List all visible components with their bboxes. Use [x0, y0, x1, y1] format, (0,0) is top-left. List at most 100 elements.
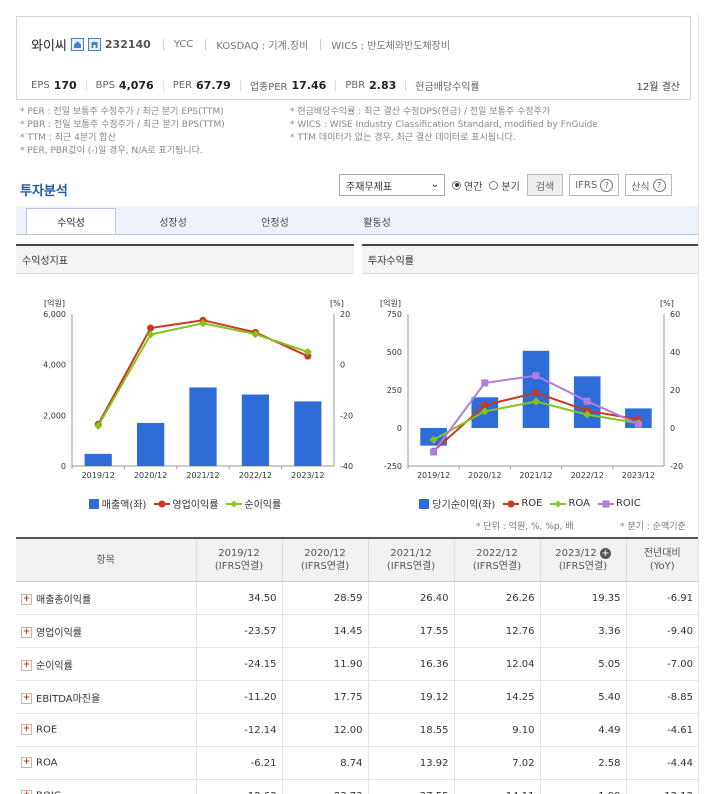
- expand-plus-icon[interactable]: +: [21, 757, 32, 769]
- expand-plus-icon[interactable]: +: [21, 693, 32, 704]
- search-button[interactable]: 검색: [526, 174, 564, 196]
- radio-annual[interactable]: 연간: [452, 178, 482, 193]
- row-header[interactable]: + 매출총이익률: [16, 581, 196, 615]
- chart-legend: 당기순이익(좌) ROE ROA ROIC: [362, 496, 698, 511]
- expand-plus-icon[interactable]: +: [21, 790, 32, 794]
- axis-unit-left: [억원]: [380, 298, 401, 308]
- table-cell: 12.00: [281, 713, 368, 747]
- table-row: + 영업이익률 -23.57 14.45 17.55 12.76 3.36 -9.40: [16, 614, 698, 648]
- home-icon[interactable]: [70, 38, 84, 51]
- data-point: [634, 420, 642, 428]
- radio-quarter[interactable]: 분기: [489, 178, 520, 193]
- tab-stability[interactable]: 안정성: [261, 217, 289, 229]
- question-icon: ?: [600, 178, 614, 192]
- header-year-label: 2019/12: [218, 548, 260, 559]
- table-cell: 2.58: [539, 746, 626, 780]
- data-point: [481, 379, 489, 387]
- legend-label: ROE: [521, 498, 543, 509]
- quarter-note: * 분기 : 순액기준: [620, 522, 686, 532]
- x-tick-label: 2023/12: [291, 471, 324, 480]
- row-header[interactable]: + 영업이익률: [16, 614, 196, 648]
- legend-label: ROIC: [615, 498, 641, 509]
- data-point: [481, 401, 489, 409]
- metric-label: BPS: [95, 80, 115, 91]
- table-cell: -4.44: [625, 746, 698, 780]
- expand-plus-icon[interactable]: +: [21, 724, 32, 736]
- table-row: + 순이익률 -24.15 11.90 16.36 12.04 5.05 -7.00: [16, 647, 698, 681]
- header-year-label: 2020/12: [304, 548, 346, 559]
- y-tick-label-right: -20: [670, 462, 683, 471]
- table-cell: 8.74: [281, 746, 368, 780]
- panel-title: 수익성지표: [16, 244, 354, 274]
- divider: [205, 39, 207, 50]
- y-tick-label-left: 750: [387, 310, 402, 319]
- table-cell: 18.55: [367, 713, 454, 747]
- data-point: [94, 421, 103, 430]
- header-year: 2020/12 (IFRS연결): [281, 537, 368, 582]
- metric-value: 67.79: [196, 79, 231, 92]
- tab-growth[interactable]: 성장성: [159, 217, 187, 229]
- axis-unit-left: [억원]: [44, 298, 65, 308]
- legend-label: 당기순이익(좌): [432, 500, 496, 511]
- legend-item: 매출액(좌): [88, 496, 147, 511]
- legend-item: 영업이익률: [154, 496, 218, 511]
- data-point: [583, 397, 591, 405]
- table-cell: -11.20: [195, 680, 282, 714]
- header-year-label: 2022/12: [476, 548, 518, 559]
- tab-profitability[interactable]: 수익성: [26, 208, 116, 234]
- table-cell: 17.55: [367, 614, 454, 648]
- chart-legend: 매출액(좌) 영업이익률 순이익률: [16, 496, 354, 511]
- legend-item: ROIC: [597, 498, 641, 509]
- profitability-table: 항목 2019/12 (IFRS연결) 2020/12 (IFRS연결) 2021/…: [16, 537, 698, 794]
- y-tick-label-left: 4,000: [43, 361, 66, 370]
- header-year-label: 2021/12: [390, 548, 432, 559]
- legend-swatch: [226, 500, 243, 507]
- row-header[interactable]: + 순이익률: [16, 647, 196, 681]
- legend-label: 매출액(좌): [101, 500, 147, 511]
- radio-label: 연간: [464, 181, 483, 193]
- header-year-sub: (IFRS연결): [558, 561, 608, 572]
- axis-unit-right: [%]: [330, 299, 344, 308]
- x-tick-label: 2022/12: [239, 471, 272, 480]
- metric-label: PBR: [345, 80, 366, 91]
- expand-plus-icon[interactable]: +: [21, 660, 32, 671]
- table-row: + ROA -6.21 8.74 13.92 7.02 2.58 -4.44: [16, 746, 698, 780]
- tab-activity[interactable]: 활동성: [363, 217, 391, 229]
- formula-help-button[interactable]: 산식?: [625, 174, 672, 196]
- table-cell: 16.36: [367, 647, 454, 681]
- ifrs-help-button[interactable]: IFRS?: [569, 174, 620, 196]
- divider: [162, 39, 164, 50]
- metric-label: 현금배당수익률: [415, 82, 480, 93]
- statement-select[interactable]: 주재무제표 ⌄: [339, 174, 445, 196]
- y-tick-label-left: 2,000: [43, 411, 66, 420]
- settlement-month: 12월 결산: [636, 82, 680, 93]
- row-header[interactable]: + EBITDA마진율: [16, 680, 196, 714]
- row-header[interactable]: + ROA: [16, 746, 196, 780]
- table-cell: -4.61: [625, 713, 698, 747]
- table-cell: -24.15: [195, 647, 282, 681]
- table-cell: 5.05: [539, 647, 626, 681]
- x-tick-label: 2022/12: [571, 471, 604, 480]
- table-cell: 23.73: [281, 779, 368, 794]
- row-header[interactable]: + ROE: [16, 713, 196, 747]
- expand-plus-icon[interactable]: +: [599, 547, 611, 559]
- section-title: 투자분석: [20, 184, 68, 199]
- header-yoy-label: 전년대비: [643, 548, 681, 559]
- table-cell: 12.76: [453, 614, 540, 648]
- legend-swatch: [503, 500, 520, 507]
- building-icon[interactable]: [87, 38, 101, 51]
- expand-plus-icon[interactable]: +: [21, 594, 32, 605]
- y-tick-label-left: 500: [387, 348, 402, 357]
- divider: [405, 80, 407, 91]
- question-icon: ?: [652, 178, 666, 192]
- table-cell: 11.90: [281, 647, 368, 681]
- y-tick-label-right: -20: [340, 411, 353, 420]
- expand-plus-icon[interactable]: +: [21, 627, 32, 638]
- metric-value: 2.83: [369, 79, 397, 92]
- row-header[interactable]: + ROIC: [16, 779, 196, 794]
- header-year: 2023/12 + (IFRS연결): [539, 537, 626, 582]
- footnote: * PER, PBR값이 (-)일 경우, N/A로 표기됩니다.: [20, 146, 203, 156]
- bar: [241, 394, 270, 466]
- table-cell: -6.91: [625, 581, 698, 615]
- table-cell: 34.50: [195, 581, 282, 615]
